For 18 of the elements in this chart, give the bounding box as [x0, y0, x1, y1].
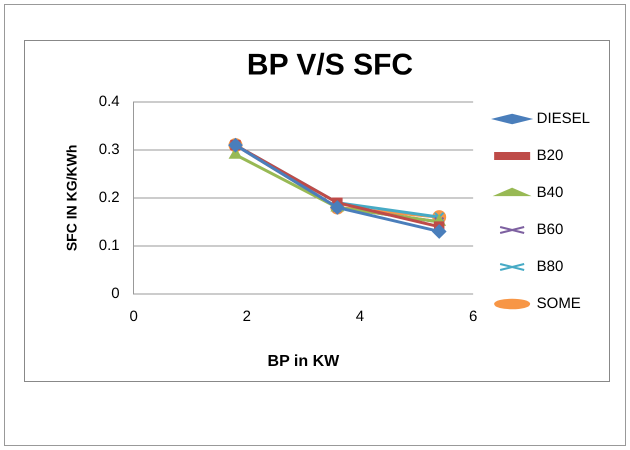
y-tick-label: 0.4 — [98, 93, 120, 110]
legend-label: SOME — [536, 295, 581, 312]
legend-label: B40 — [536, 184, 564, 202]
x-tick-label: 6 — [468, 308, 478, 325]
legend-label: DIESEL — [536, 110, 590, 128]
y-tick-label: 0.3 — [98, 141, 120, 158]
chart-title: BP V/S SFC — [246, 48, 414, 82]
x-tick-label: 0 — [129, 308, 138, 325]
y-tick-label: 0.1 — [98, 236, 120, 254]
y-axis-title: SFC IN KG/KWh — [63, 144, 80, 252]
legend-label: B60 — [536, 221, 564, 238]
legend-label: B80 — [536, 258, 564, 276]
y-tick-label: 0 — [111, 284, 120, 302]
y-tick-label: 0.2 — [98, 189, 120, 206]
legend-label: B20 — [536, 147, 564, 164]
x-tick-label: 2 — [242, 308, 251, 325]
x-axis-title: BP in KW — [268, 352, 340, 370]
x-tick-label: 4 — [356, 308, 364, 325]
